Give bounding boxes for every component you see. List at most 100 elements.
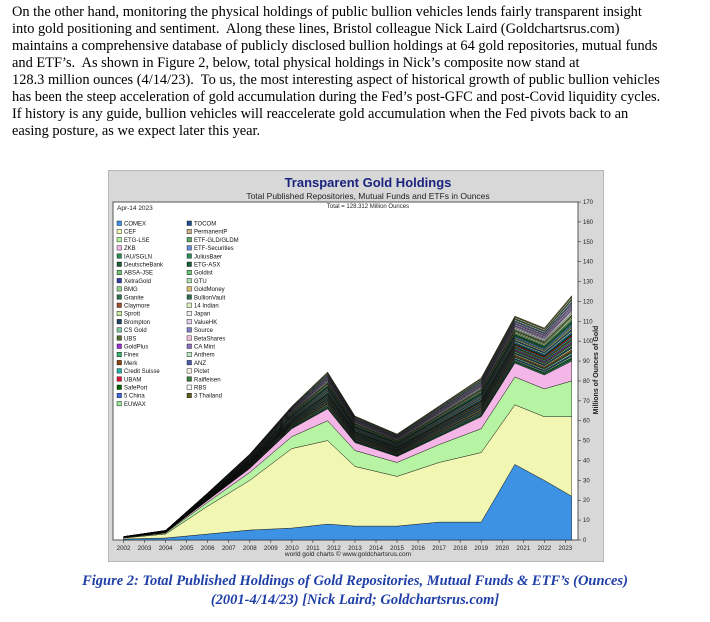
legend-label: COMEX (124, 222, 146, 228)
legend-swatch (186, 310, 192, 316)
legend-swatch (116, 310, 122, 316)
legend-swatch (186, 376, 192, 382)
y-tick-label: 120 (583, 299, 594, 305)
legend-swatch (186, 245, 192, 251)
legend-swatch (186, 261, 192, 267)
date-label: Apr-14 2023 (117, 205, 153, 212)
x-tick-label: 2019 (474, 545, 488, 552)
x-tick-label: 2002 (117, 545, 131, 552)
legend-swatch (116, 261, 122, 267)
legend-label: DeutscheBank (124, 263, 164, 269)
x-tick-label: 2003 (138, 545, 152, 552)
legend-swatch (116, 384, 122, 390)
legend-label: BetaShares (194, 336, 225, 342)
legend-swatch (116, 360, 122, 366)
x-tick-label: 2010 (285, 545, 299, 552)
y-tick-label: 110 (583, 319, 593, 325)
legend-swatch (116, 253, 122, 259)
legend-label: ANZ (194, 361, 206, 367)
legend-swatch (116, 294, 122, 300)
y-tick-label: 80 (583, 379, 590, 385)
legend-swatch (116, 392, 122, 398)
legend-label: Source (194, 328, 214, 334)
y-tick-label: 90 (583, 359, 590, 365)
x-tick-label: 2022 (537, 545, 551, 552)
legend-swatch (186, 327, 192, 333)
legend-swatch (116, 269, 122, 275)
paragraph: On the other hand, monitoring the physic… (12, 4, 660, 140)
legend-label: ETG-LSE (124, 238, 150, 244)
text-line: 128.3 million ounces (4/14/23). To us, t… (12, 72, 660, 88)
legend-label: ABSA-JSE (124, 271, 153, 277)
text-line: has been the steep acceleration of gold … (12, 89, 661, 105)
legend-label: TOCOM (194, 222, 216, 228)
footer: world gold charts © www.goldchartsrus.co… (284, 550, 411, 558)
x-tick-label: 2023 (558, 545, 572, 552)
legend-label: 3 Thailand (194, 394, 222, 400)
y-tick-label: 140 (583, 260, 594, 266)
x-tick-label: 2021 (516, 545, 530, 552)
x-tick-label: 2007 (222, 545, 236, 552)
text-line: and ETF’s. As shown in Figure 2, below, … (12, 55, 580, 71)
legend-label: Claymore (124, 304, 150, 310)
legend-label: GTU (194, 279, 207, 285)
legend-label: Pictet (194, 369, 209, 375)
text-line: into gold positioning and sentiment. Alo… (12, 21, 620, 37)
y-tick-label: 150 (583, 240, 594, 246)
y-tick-label: 100 (583, 339, 594, 345)
legend-label: Merk (124, 361, 138, 367)
y-tick-label: 160 (583, 220, 594, 226)
legend-label: SafePort (124, 386, 148, 392)
legend-label: PermanentP (194, 230, 227, 236)
x-tick-label: 2008 (243, 545, 257, 552)
caption-line: Figure 2: Total Published Holdings of Go… (82, 573, 628, 589)
legend-swatch (186, 253, 192, 259)
x-tick-label: 2009 (264, 545, 278, 552)
legend-swatch (116, 319, 122, 325)
legend-label: Brompton (124, 320, 150, 326)
y-tick-label: 70 (583, 399, 590, 405)
x-tick-label: 2005 (180, 545, 194, 552)
legend-swatch (186, 368, 192, 374)
y-tick-label: 40 (583, 458, 590, 464)
x-tick-label: 2017 (432, 545, 446, 552)
y-tick-label: 10 (583, 518, 590, 524)
legend-label: ZKB (124, 246, 136, 252)
legend-label: Japan (194, 312, 210, 318)
text-line: easing posture, as we expect later this … (12, 123, 261, 139)
legend-label: UBAM (124, 377, 141, 383)
text-line: maintains a comprehensive database of pu… (12, 38, 658, 54)
legend-swatch (186, 343, 192, 349)
legend-label: ValueHK (194, 320, 217, 326)
legend-label: BullionVault (194, 295, 226, 301)
legend-swatch (116, 401, 122, 407)
legend-swatch (116, 376, 122, 382)
x-tick-label: 2004 (159, 545, 173, 552)
legend-label: ETG-ASX (194, 263, 220, 269)
legend-label: GoldMoney (194, 287, 225, 293)
legend-swatch (186, 269, 192, 275)
chart-subtitle: Total Published Repositories, Mutual Fun… (246, 191, 489, 201)
legend-label: CS Gold (124, 328, 147, 334)
figure-caption: Figure 2: Total Published Holdings of Go… (0, 572, 710, 610)
legend-swatch (186, 302, 192, 308)
x-tick-label: 2020 (495, 545, 509, 552)
y-axis-label: Millions of Ounces of Gold (593, 326, 600, 415)
y-tick-label: 60 (583, 419, 590, 425)
y-tick-label: 0 (583, 538, 587, 544)
legend-swatch (186, 384, 192, 390)
legend-swatch (186, 351, 192, 357)
text-line: If history is any guide, bullion vehicle… (12, 106, 629, 122)
x-tick-label: 2011 (306, 545, 320, 552)
legend-label: CEF (124, 230, 136, 236)
legend-swatch (116, 286, 122, 292)
legend-swatch (186, 319, 192, 325)
text-line: On the other hand, monitoring the physic… (12, 4, 642, 20)
legend-label: Anthem (194, 353, 215, 359)
legend-label: Goldist (194, 271, 213, 277)
legend-swatch (186, 220, 192, 226)
legend-label: XetraGold (124, 279, 151, 285)
legend-label: IAU/SGLN (124, 254, 152, 260)
caption-line: (2001-4/14/23) [Nick Laird; Goldchartsru… (210, 592, 500, 608)
